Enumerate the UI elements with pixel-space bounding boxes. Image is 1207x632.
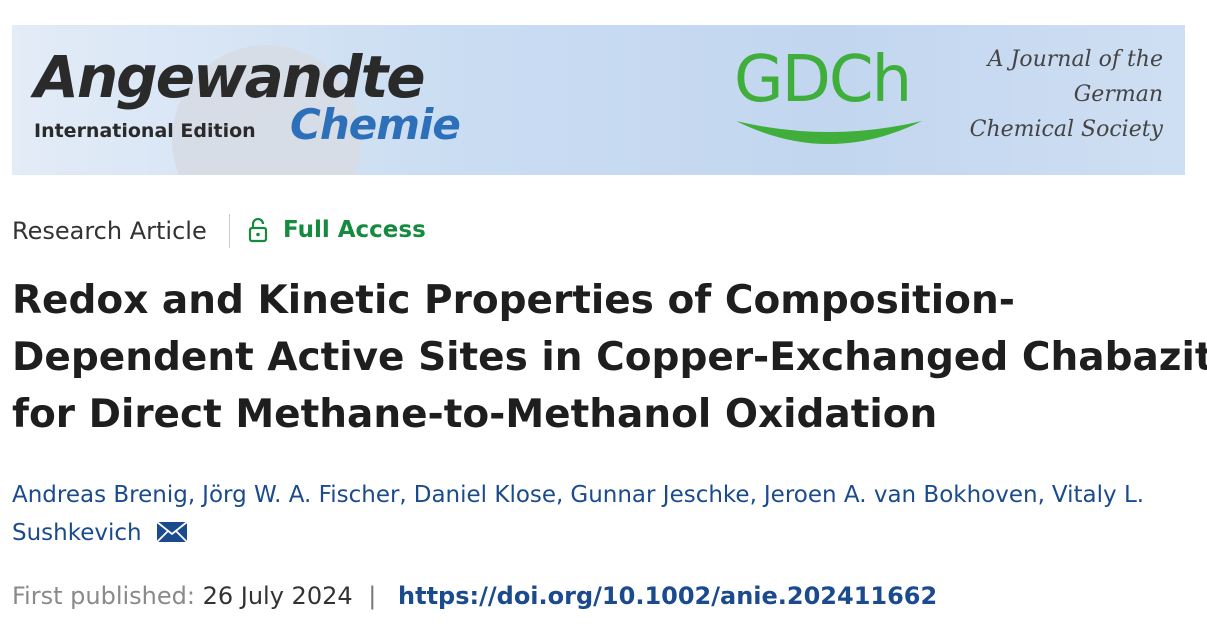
author-name[interactable]: Jeroen A. van Bokhoven,	[763, 482, 1045, 508]
journal-banner: Angewandte International Edition Chemie …	[12, 25, 1185, 175]
separator: |	[368, 582, 377, 610]
author-name[interactable]: Andreas Brenig,	[12, 482, 196, 508]
logo-arc	[736, 121, 922, 144]
published-date: 26 July 2024	[202, 582, 353, 610]
journal-edition: International Edition	[34, 120, 256, 142]
publication-info: First published: 26 July 2024 | https://…	[12, 582, 937, 610]
author-name[interactable]: Daniel Klose,	[413, 482, 564, 508]
lock-icon	[248, 217, 268, 243]
author-name[interactable]: Jörg W. A. Fischer,	[202, 482, 407, 508]
published-label: First published:	[12, 582, 195, 610]
society-logo: GDCh	[734, 43, 912, 117]
journal-name: Angewandte	[34, 43, 426, 111]
access-label: Full Access	[283, 217, 426, 243]
article-title: Dependent Active Sites in Copper-Exchang…	[12, 335, 1207, 380]
article-type: Research Article	[12, 217, 207, 245]
doi-link[interactable]: https://doi.org/10.1002/anie.202411662	[398, 582, 938, 610]
email-icon[interactable]	[156, 521, 188, 543]
tagline: A Journal of the	[987, 47, 1163, 72]
article-title: for Direct Methane-to-Methanol Oxidation	[12, 392, 938, 437]
article-title: Redox and Kinetic Properties of Composit…	[12, 278, 1015, 323]
author-name[interactable]: Gunnar Jeschke,	[570, 482, 757, 508]
author-name[interactable]: Vitaly L. Sushkevich	[12, 482, 1145, 546]
tagline: German	[1073, 82, 1163, 107]
author-list: Andreas Brenig, Jörg W. A. Fischer, Daniel…	[12, 476, 1192, 552]
tagline: Chemical Society	[969, 117, 1163, 142]
divider	[229, 214, 230, 248]
journal-subname: Chemie	[290, 100, 461, 149]
